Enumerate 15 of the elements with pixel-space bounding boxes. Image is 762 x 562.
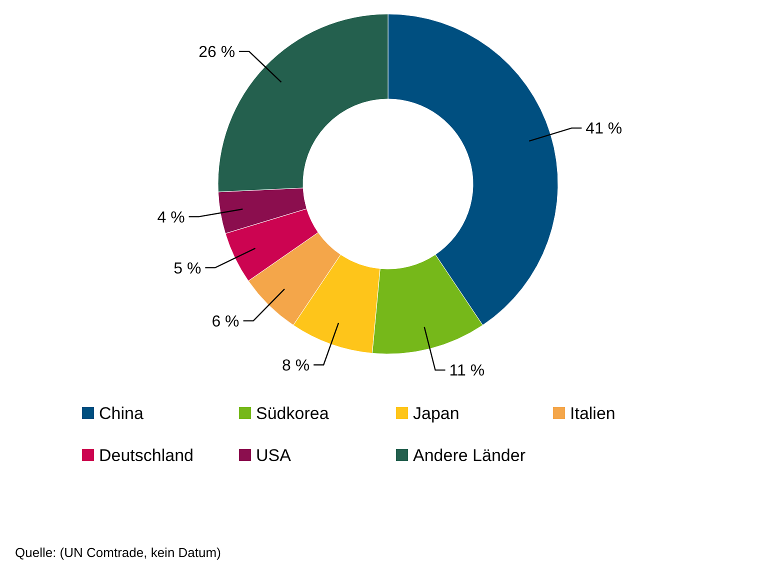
data-label: 41 % xyxy=(586,120,622,138)
legend-label: Italien xyxy=(570,404,616,423)
legend-label: Deutschland xyxy=(99,446,194,465)
data-label: 26 % xyxy=(198,44,236,62)
data-label: 11 % xyxy=(449,362,485,380)
data-label: 6 % xyxy=(212,313,240,330)
source-note: Quelle: (UN Comtrade, kein Datum) xyxy=(15,545,221,560)
data-label: 8 % xyxy=(282,357,310,374)
data-label: 5 % xyxy=(174,260,202,278)
legend-label: Japan xyxy=(413,404,460,423)
legend-label: China xyxy=(99,404,144,423)
legend-label: Südkorea xyxy=(256,404,330,423)
data-label: 4 % xyxy=(157,209,185,226)
legend-label: USA xyxy=(256,446,292,465)
legend-label: Andere Länder xyxy=(413,446,526,465)
